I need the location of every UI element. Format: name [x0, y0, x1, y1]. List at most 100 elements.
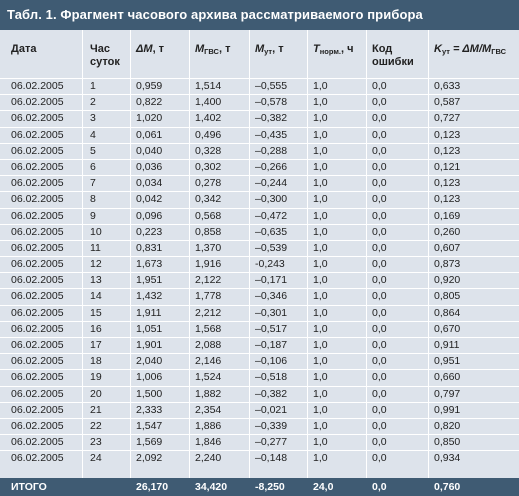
cell-error-code: 0,0: [372, 355, 387, 368]
cell-delta-m: 0,959: [136, 80, 163, 92]
cell-error-code: 0,0: [372, 160, 387, 173]
table-title: Табл. 1. Фрагмент часового архива рассма…: [0, 0, 519, 30]
cell-m-ut: –0,555: [255, 80, 288, 92]
cell-t-norm: 1,0: [313, 290, 328, 303]
cell-m-ut: –0,635: [255, 225, 288, 238]
table-row: 06.02.2005 9 0,096 0,568 –0,472 1,0 0,0 0,169: [0, 207, 519, 224]
table-body: 06.02.2005 1 0,959 1,514 –0,555 1,0 0,0 0,633 06…: [0, 78, 519, 467]
cell-m-gvs: 1,846: [195, 436, 222, 449]
cell-date: 06.02.2005: [11, 96, 64, 109]
cell-t-norm: 1,0: [313, 209, 328, 222]
cell-m-ut: –0,382: [255, 112, 288, 125]
cell-delta-m: 1,951: [136, 274, 163, 287]
cell-m-ut: –0,288: [255, 144, 288, 157]
cell-m-gvs: 1,370: [195, 241, 222, 254]
cell-delta-m: 1,569: [136, 436, 163, 449]
cell-m-gvs: 2,212: [195, 306, 222, 319]
cell-m-gvs: 1,886: [195, 419, 222, 432]
cell-m-gvs: 0,328: [195, 144, 222, 157]
cell-hour: 20: [90, 387, 102, 400]
cell-date: 06.02.2005: [11, 144, 64, 157]
cell-error-code: 0,0: [372, 96, 387, 109]
cell-m-gvs: 1,400: [195, 96, 222, 109]
cell-hour: 12: [90, 258, 102, 271]
cell-k-ut: 0,169: [434, 209, 461, 222]
cell-hour: 19: [90, 371, 102, 384]
cell-date: 06.02.2005: [11, 128, 64, 141]
cell-m-gvs: 1,568: [195, 322, 222, 335]
cell-date: 06.02.2005: [11, 322, 64, 335]
cell-delta-m: 1,006: [136, 371, 163, 384]
cell-k-ut: 0,123: [434, 144, 461, 157]
header-delta-m-unit: , т: [152, 43, 165, 55]
cell-error-code: 0,0: [372, 128, 387, 141]
header-hour-line1: Час: [90, 43, 110, 55]
cell-t-norm: 1,0: [313, 258, 328, 271]
table-row: 06.02.2005 16 1,051 1,568 –0,517 1,0 0,0 0,670: [0, 320, 519, 337]
cell-t-norm: 1,0: [313, 419, 328, 432]
cell-k-ut: 0,121: [434, 160, 461, 173]
header-delta-m-symbol: ΔM: [136, 43, 153, 55]
header-hour-line2: суток: [90, 56, 120, 68]
cell-m-gvs: 2,354: [195, 403, 222, 416]
cell-m-gvs: 0,858: [195, 225, 222, 238]
total-cell-error-code: 0,0: [372, 481, 387, 493]
cell-delta-m: 2,333: [136, 403, 163, 416]
cell-error-code: 0,0: [372, 387, 387, 400]
cell-delta-m: 1,901: [136, 339, 163, 351]
header-t-norm: Tнорм., ч: [313, 43, 353, 58]
total-cell-m-gvs: 34,420: [195, 481, 228, 493]
table-row: 06.02.2005 8 0,042 0,342 –0,300 1,0 0,0 0,123: [0, 191, 519, 208]
cell-k-ut: 0,920: [434, 274, 461, 287]
cell-hour: 8: [90, 193, 96, 206]
cell-date: 06.02.2005: [11, 371, 64, 384]
cell-k-ut: 0,911: [434, 339, 460, 351]
cell-m-gvs: 0,278: [195, 177, 222, 190]
cell-k-ut: 0,660: [434, 371, 461, 384]
column-divider: [307, 30, 308, 478]
header-hour: Час суток: [90, 43, 120, 69]
header-k-ut: Kут = ΔM/MГВС: [434, 43, 506, 58]
cell-t-norm: 1,0: [313, 306, 328, 319]
cell-hour: 24: [90, 452, 102, 465]
table-row: 06.02.2005 21 2,333 2,354 –0,021 1,0 0,0 0,991: [0, 401, 519, 418]
table-row: 06.02.2005 20 1,500 1,882 –0,382 1,0 0,0 0,797: [0, 385, 519, 402]
cell-m-gvs: 1,402: [195, 112, 222, 125]
cell-error-code: 0,0: [372, 371, 387, 384]
cell-t-norm: 1,0: [313, 112, 328, 125]
cell-date: 06.02.2005: [11, 419, 64, 432]
cell-t-norm: 1,0: [313, 339, 328, 351]
column-divider: [249, 30, 250, 478]
cell-m-gvs: 0,342: [195, 193, 222, 206]
cell-hour: 16: [90, 322, 102, 335]
cell-error-code: 0,0: [372, 225, 387, 238]
cell-m-ut: –0,148: [255, 452, 288, 465]
cell-delta-m: 1,020: [136, 112, 163, 125]
header-m-ut-unit: , т: [272, 43, 284, 55]
cell-error-code: 0,0: [372, 322, 387, 335]
cell-date: 06.02.2005: [11, 306, 64, 319]
cell-delta-m: 0,096: [136, 209, 163, 222]
cell-t-norm: 1,0: [313, 177, 328, 190]
cell-hour: 14: [90, 290, 102, 303]
cell-date: 06.02.2005: [11, 290, 64, 303]
cell-date: 06.02.2005: [11, 387, 64, 400]
cell-k-ut: 0,797: [434, 387, 461, 400]
total-cell-t-norm: 24,0: [313, 481, 334, 493]
cell-date: 06.02.2005: [11, 160, 64, 173]
cell-error-code: 0,0: [372, 403, 387, 416]
header-k-ut-formula: = ΔM/M: [449, 43, 492, 55]
cell-t-norm: 1,0: [313, 193, 328, 206]
cell-delta-m: 1,432: [136, 290, 163, 303]
cell-date: 06.02.2005: [11, 209, 64, 222]
cell-t-norm: 1,0: [313, 144, 328, 157]
cell-m-gvs: 2,088: [195, 339, 222, 351]
table-row: 06.02.2005 4 0,061 0,496 –0,435 1,0 0,0 0,123: [0, 126, 519, 143]
header-code-line2: ошибки: [372, 56, 414, 68]
cell-hour: 9: [90, 209, 96, 222]
cell-m-ut: –0,021: [255, 403, 288, 416]
cell-hour: 23: [90, 436, 102, 449]
cell-m-gvs: 1,882: [195, 387, 222, 400]
cell-delta-m: 0,822: [136, 96, 163, 109]
